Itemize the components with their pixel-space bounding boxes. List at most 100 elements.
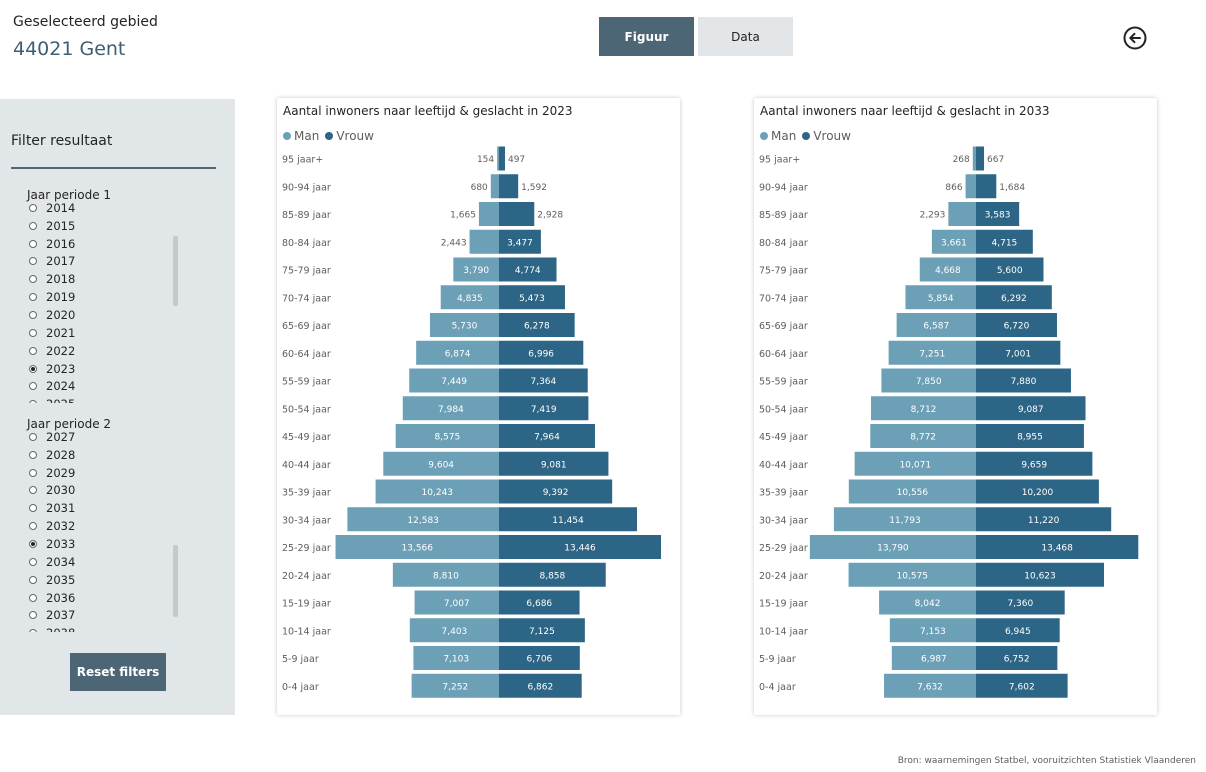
year-option[interactable]: 2033 [29, 535, 159, 553]
bar-man [884, 673, 976, 698]
year-option[interactable]: 2015 [29, 217, 159, 235]
radio-icon[interactable] [29, 382, 37, 391]
year-option[interactable]: 2030 [29, 482, 159, 500]
radio-icon[interactable] [29, 504, 37, 513]
radio-icon[interactable] [29, 522, 37, 531]
legend-man[interactable]: Man [760, 129, 796, 143]
tab-figuur[interactable]: Figuur [599, 17, 694, 56]
year-option[interactable]: 2018 [29, 270, 159, 288]
value-label-vrouw: 7,964 [534, 433, 560, 443]
value-label-man: 10,556 [897, 488, 929, 498]
radio-icon[interactable] [29, 486, 37, 495]
radio-icon[interactable] [29, 400, 37, 403]
legend-vrouw[interactable]: Vrouw [325, 129, 374, 143]
period2-scrollbar[interactable] [173, 545, 178, 617]
year-option-label: 2032 [46, 519, 76, 534]
bar-man [414, 590, 499, 615]
bar-vrouw [976, 368, 1071, 393]
radio-icon[interactable] [29, 593, 37, 602]
value-label-man: 3,790 [463, 266, 489, 276]
value-label-vrouw: 6,720 [1004, 322, 1030, 332]
year-option[interactable]: 2016 [29, 235, 159, 253]
bar-vrouw [976, 451, 1093, 476]
year-option[interactable]: 2032 [29, 517, 159, 535]
reset-filters-button[interactable]: Reset filters [70, 653, 166, 691]
value-label-man: 7,403 [442, 627, 468, 637]
year-option[interactable]: 2020 [29, 306, 159, 324]
period1-scrollbar[interactable] [173, 236, 178, 306]
radio-icon[interactable] [29, 468, 37, 477]
value-label-vrouw: 7,360 [1007, 599, 1033, 609]
year-option-label: 2031 [46, 501, 76, 516]
radio-icon[interactable] [29, 629, 37, 632]
radio-icon[interactable] [29, 346, 37, 355]
bar-man [905, 285, 976, 310]
radio-icon[interactable] [29, 328, 37, 337]
year-option[interactable]: 2034 [29, 553, 159, 571]
age-label: 75-79 jaar [759, 266, 808, 277]
year-option-label: 2028 [46, 447, 76, 462]
year-option[interactable]: 2031 [29, 499, 159, 517]
radio-icon[interactable] [29, 432, 37, 441]
year-option[interactable]: 2017 [29, 253, 159, 271]
value-label-vrouw: 6,996 [528, 349, 554, 359]
radio-icon[interactable] [29, 364, 37, 373]
year-option[interactable]: 2027 [29, 431, 159, 446]
radio-icon[interactable] [29, 611, 37, 620]
year-option[interactable]: 2019 [29, 288, 159, 306]
value-label-vrouw: 7,419 [531, 405, 557, 415]
selected-area-label: Geselecteerd gebied [13, 14, 158, 30]
value-label-vrouw: 9,392 [543, 488, 569, 498]
value-label-man: 7,007 [444, 599, 470, 609]
year-option[interactable]: 2029 [29, 464, 159, 482]
age-label: 20-24 jaar [282, 571, 331, 582]
age-label: 40-44 jaar [282, 460, 331, 471]
year-option[interactable]: 2022 [29, 342, 159, 360]
value-label-man: 4,668 [935, 266, 961, 276]
value-label-vrouw: 1,684 [999, 183, 1025, 193]
value-label-man: 8,712 [911, 405, 937, 415]
year-option[interactable]: 2023 [29, 360, 159, 378]
radio-icon[interactable] [29, 203, 37, 212]
radio-icon[interactable] [29, 539, 37, 548]
radio-icon[interactable] [29, 450, 37, 459]
bar-man [335, 535, 499, 559]
bar-man [879, 590, 976, 615]
year-option[interactable]: 2035 [29, 571, 159, 589]
value-label-vrouw: 10,623 [1024, 571, 1056, 581]
back-button[interactable] [1122, 25, 1148, 51]
year-option[interactable]: 2021 [29, 324, 159, 342]
bar-man [413, 646, 499, 670]
tab-data[interactable]: Data [698, 17, 793, 56]
bar-man [395, 424, 499, 448]
chart-2033: Aantal inwoners naar leeftijd & geslacht… [754, 98, 1157, 715]
bar-vrouw [976, 340, 1061, 365]
year-option[interactable]: 2014 [29, 202, 159, 217]
legend-man[interactable]: Man [283, 129, 319, 143]
radio-icon[interactable] [29, 221, 37, 230]
bar-vrouw [976, 285, 1052, 310]
radio-icon[interactable] [29, 575, 37, 584]
legend-vrouw[interactable]: Vrouw [802, 129, 851, 143]
bar-man [891, 646, 976, 670]
radio-icon[interactable] [29, 257, 37, 266]
bar-man [375, 479, 499, 504]
bar-man [931, 229, 976, 254]
radio-icon[interactable] [29, 293, 37, 302]
value-label-man: 3,661 [941, 238, 967, 248]
age-label: 50-54 jaar [282, 404, 331, 415]
year-option[interactable]: 2038 [29, 624, 159, 632]
radio-icon[interactable] [29, 275, 37, 284]
radio-icon[interactable] [29, 239, 37, 248]
radio-icon[interactable] [29, 310, 37, 319]
value-label-vrouw: 4,715 [992, 238, 1018, 248]
year-option[interactable]: 2028 [29, 446, 159, 464]
year-option[interactable]: 2036 [29, 589, 159, 607]
radio-icon[interactable] [29, 557, 37, 566]
value-label-vrouw: 7,125 [529, 627, 555, 637]
year-option[interactable]: 2037 [29, 606, 159, 624]
value-label-vrouw: 6,945 [1005, 627, 1031, 637]
bar-vrouw [976, 562, 1105, 587]
year-option[interactable]: 2024 [29, 377, 159, 395]
